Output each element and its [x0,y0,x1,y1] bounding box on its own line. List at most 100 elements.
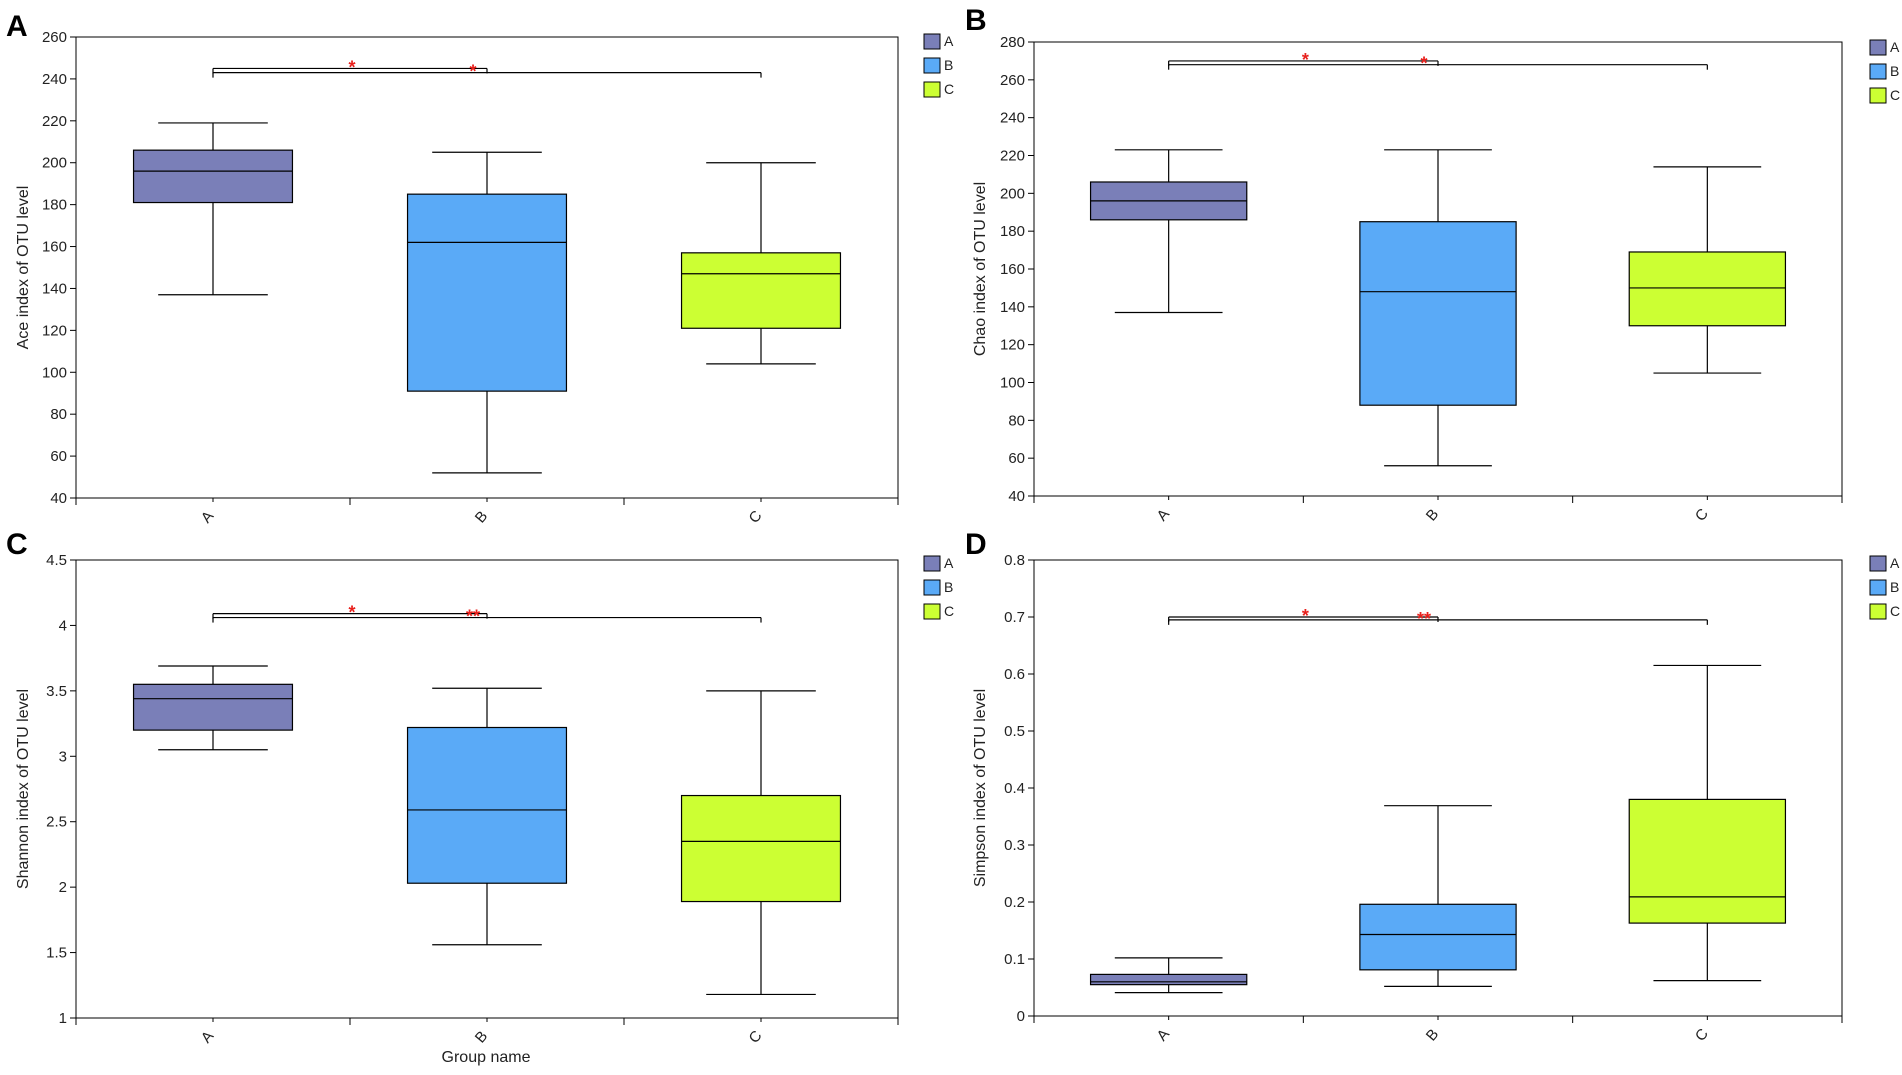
box-iqr [132,683,294,731]
y-tick-label: 4.5 [46,552,67,569]
legend-item-b: B [1869,63,1899,80]
y-tick-label: 4 [59,617,67,634]
y-tick-label: 140 [1000,299,1025,316]
y-tick-label: 2 [59,879,67,896]
legend-label: C [1890,87,1900,103]
y-tick-label: 2.5 [46,814,67,831]
y-tick-label: 60 [1008,450,1025,467]
legend-item-a: A [1869,39,1900,56]
legend-swatch [1869,87,1887,104]
box-c [680,162,842,365]
y-tick-label: 260 [1000,72,1025,89]
x-tick-label-b: B [472,508,491,527]
y-tick-label: 220 [42,113,67,130]
y-tick-label: 3 [59,748,67,765]
y-tick-label: 0.4 [1004,780,1025,797]
y-tick-label: 240 [1000,110,1025,127]
box-a [1089,957,1248,994]
legend-item-c: C [923,81,954,98]
significance-a-c: * [212,62,762,82]
significance-a-b: * [212,57,488,77]
legend-label: A [944,33,954,49]
legend-swatch [923,57,941,74]
box-iqr [1359,903,1517,971]
legend-swatch [1869,63,1887,80]
x-tick-label-a: A [198,508,217,527]
significance-star: * [469,62,476,82]
y-tick-label: 160 [42,239,67,256]
legend-swatch [923,603,941,620]
legend-item-b: B [1869,579,1899,596]
y-tick-label: 260 [42,29,67,46]
legend-label: B [1890,579,1899,595]
legend-label: C [1890,603,1900,619]
box-a [1089,149,1248,314]
box-iqr [1359,221,1517,406]
x-tick-label-a: A [1153,506,1172,525]
legend-item-a: A [1869,555,1900,572]
legend-label: B [944,579,953,595]
y-tick-label: 40 [50,490,67,507]
x-tick-label-a: A [198,1028,217,1047]
box-iqr [680,252,842,329]
legend-swatch [1869,555,1887,572]
panel-letter: C [6,528,28,561]
legend-swatch [923,81,941,98]
y-tick-label: 0.2 [1004,894,1025,911]
y-axis-label: Ace index of OTU level [15,186,32,350]
y-tick-label: 120 [1000,337,1025,354]
box-c [680,690,842,996]
y-tick-label: 160 [1000,261,1025,278]
significance-star: * [348,603,355,623]
y-tick-label: 3.5 [46,683,67,700]
legend-swatch [923,579,941,596]
panel-letter: B [965,4,987,37]
panel-letter: D [965,528,987,561]
y-tick-label: 140 [42,280,67,297]
significance-star: * [1302,606,1309,626]
shared-x-axis-label: Group name [442,1049,531,1066]
x-tick-label-c: C [746,507,766,526]
significance-a-b: * [212,603,488,623]
x-tick-label-a: A [1153,1026,1172,1045]
legend-label: A [1890,555,1900,571]
box-iqr [132,149,294,204]
y-tick-label: 0.6 [1004,666,1025,683]
significance-a-b: * [1168,606,1439,626]
y-tick-label: 0.7 [1004,609,1025,626]
box-iqr [1089,973,1248,986]
significance-star: ** [1417,609,1431,629]
significance-a-b: * [1168,50,1439,70]
y-tick-label: 80 [50,406,67,423]
y-tick-label: 40 [1008,488,1025,505]
box-a [132,122,294,296]
box-b [1359,805,1517,987]
box-iqr [1628,798,1787,924]
box-iqr [1628,251,1787,327]
y-tick-label: 1 [59,1010,67,1027]
box-iqr [680,794,842,903]
y-tick-label: 200 [1000,185,1025,202]
significance-a-c: ** [1168,609,1708,629]
y-tick-label: 180 [1000,223,1025,240]
y-axis-label: Simpson index of OTU level [972,689,989,887]
y-tick-label: 100 [42,364,67,381]
legend-item-c: C [1869,603,1900,620]
legend-item-a: A [923,555,954,572]
panel-b: B 40 60 80 100 120 140 160 180 200 220 240 260 280 Cha… [965,4,1900,525]
legend-item-a: A [923,33,954,50]
legend-label: B [1890,63,1899,79]
y-tick-label: 100 [1000,375,1025,392]
legend-item-c: C [923,603,954,620]
y-tick-label: 0 [1017,1008,1025,1025]
significance-star: * [1420,54,1427,74]
legend-label: B [944,57,953,73]
y-tick-label: 80 [1008,412,1025,429]
y-tick-label: 0.3 [1004,837,1025,854]
box-b [1359,149,1517,467]
y-tick-label: 240 [42,71,67,88]
significance-star: * [348,57,355,77]
panel-d: D 0 0.1 0.2 0.3 0.4 0.5 0.6 0.7 0.8 Simpson index … [965,528,1900,1045]
significance-a-c: ** [212,607,762,627]
